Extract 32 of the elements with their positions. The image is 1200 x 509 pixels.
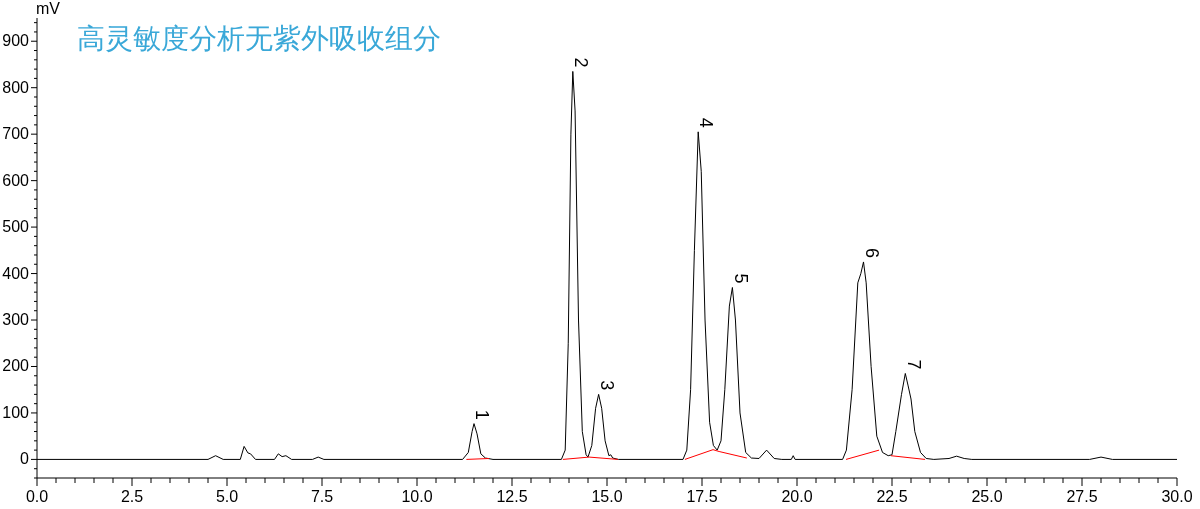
annotation: 6: [861, 247, 882, 258]
annotation: 7: [903, 359, 924, 370]
x-tick-label: 12.5: [496, 488, 528, 505]
annotation: 4: [696, 117, 717, 128]
x-tick-label: 15.0: [591, 488, 623, 505]
x-tick-label: 27.5: [1066, 488, 1098, 505]
x-tick-label: 30.0: [1161, 488, 1193, 505]
x-tick-label: 17.5: [686, 488, 718, 505]
y-tick-label: 0: [20, 450, 30, 468]
annotation: 2: [571, 57, 592, 68]
y-tick-label: 700: [2, 125, 30, 143]
y-tick-label: 200: [2, 357, 30, 375]
chart-title: 高灵敏度分析无紫外吸收组分: [77, 22, 441, 56]
annotation: 5: [730, 273, 751, 284]
y-tick-label: 600: [2, 171, 30, 189]
x-tick-label: 2.5: [120, 488, 144, 505]
y-tick-label: 500: [2, 218, 30, 236]
x-tick-label: 22.5: [876, 488, 908, 505]
y-tick-label: 100: [2, 403, 30, 421]
y-tick-label: 400: [2, 264, 30, 282]
annotation: 1: [472, 409, 493, 420]
x-tick-label: 0.0: [25, 488, 49, 505]
x-tick-label: 7.5: [310, 488, 334, 505]
y-tick-label: 300: [2, 311, 30, 329]
y-axis-title: mV: [36, 0, 60, 18]
annotation: 3: [596, 380, 617, 391]
x-tick-label: 5.0: [215, 488, 239, 505]
x-tick-label: 20.0: [781, 488, 813, 505]
x-tick-label: 25.0: [971, 488, 1003, 505]
y-tick-label: 800: [2, 78, 30, 96]
x-tick-label: 10.0: [401, 488, 433, 505]
y-tick-label: 900: [2, 32, 30, 50]
